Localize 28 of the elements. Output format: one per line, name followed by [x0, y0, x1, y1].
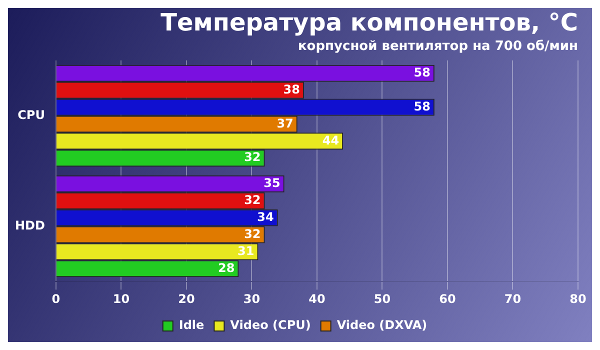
data-label: 37	[276, 116, 294, 130]
legend-label: Video (DXVA)	[336, 318, 428, 332]
data-label: 28	[218, 260, 235, 275]
data-label: 32	[244, 150, 261, 164]
x-tick-label: 80	[570, 292, 586, 306]
data-label: 34	[257, 210, 274, 224]
x-tick-label: 70	[504, 292, 522, 306]
data-label: 35	[264, 176, 280, 190]
y-tick-label: CPU	[18, 108, 45, 122]
y-tick-label: HDD	[14, 218, 45, 232]
data-label: 44	[322, 133, 340, 148]
x-tick-label: 0	[52, 292, 60, 306]
x-tick-label: 10	[112, 292, 130, 306]
x-tick-label: 60	[439, 292, 456, 306]
legend-label: Idle	[178, 318, 204, 332]
x-tick-label: 20	[178, 292, 195, 306]
x-tick-label: 50	[374, 292, 391, 306]
data-label: 58	[414, 99, 430, 114]
x-tick-label: 40	[308, 292, 326, 306]
data-label: 32	[244, 226, 261, 241]
chart-subtitle: корпусной вентилятор на 700 об/мин	[298, 38, 578, 54]
legend-label: Video (CPU)	[230, 318, 311, 332]
data-label: 31	[238, 244, 254, 258]
x-tick-label: 30	[243, 292, 260, 306]
chart-title: Температура компонентов, °C	[160, 8, 578, 37]
data-label: 38	[283, 82, 300, 96]
data-label: 58	[414, 65, 430, 80]
data-label: 32	[244, 192, 261, 207]
